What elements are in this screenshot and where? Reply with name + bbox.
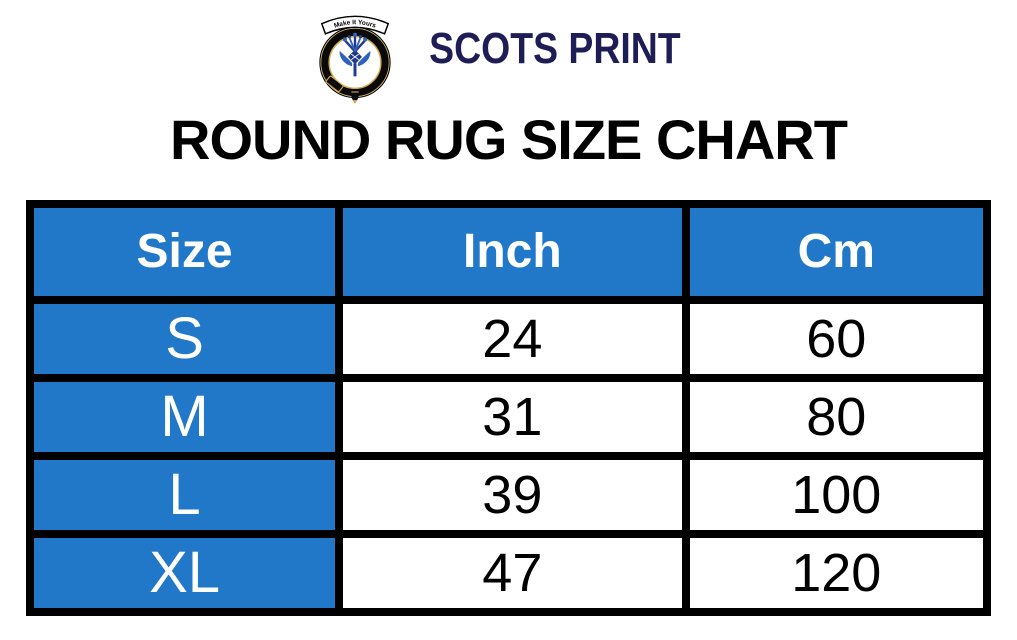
size-chart-table: Size Inch Cm S 24 60 M 31 80 L 39 100 XL…: [25, 200, 992, 617]
brand-header: Make It Yours: [0, 0, 1017, 104]
inch-cell: 47: [335, 530, 690, 617]
banner-text: Make It Yours: [333, 19, 377, 30]
svg-text:Make It Yours: Make It Yours: [333, 19, 377, 30]
table-row: L 39 100: [25, 452, 992, 539]
table-row: M 31 80: [25, 374, 992, 461]
table-header-row: Size Inch Cm: [25, 200, 992, 305]
strap-tail-icon: [350, 91, 359, 104]
size-cell: L: [25, 452, 344, 539]
column-header-inch: Inch: [335, 200, 690, 305]
cm-cell: 60: [681, 296, 992, 383]
banner-ribbon: Make It Yours: [320, 15, 389, 35]
column-header-cm: Cm: [681, 200, 992, 305]
page-title: ROUND RUG SIZE CHART: [170, 108, 848, 171]
inch-cell: 31: [335, 374, 690, 461]
table-row: S 24 60: [25, 296, 992, 383]
cm-cell: 80: [681, 374, 992, 461]
brand-name: SCOTS PRINT: [428, 24, 681, 73]
table-row: XL 47 120: [25, 530, 992, 617]
cm-cell: 120: [681, 530, 992, 617]
buckle-icon: [325, 75, 344, 93]
size-cell: S: [25, 296, 344, 383]
column-header-size: Size: [25, 200, 344, 305]
inch-cell: 39: [335, 452, 690, 539]
scots-print-crest-icon: Make It Yours: [318, 15, 391, 104]
size-cell: M: [25, 374, 344, 461]
cm-cell: 100: [681, 452, 992, 539]
size-cell: XL: [25, 530, 344, 617]
inch-cell: 24: [335, 296, 690, 383]
